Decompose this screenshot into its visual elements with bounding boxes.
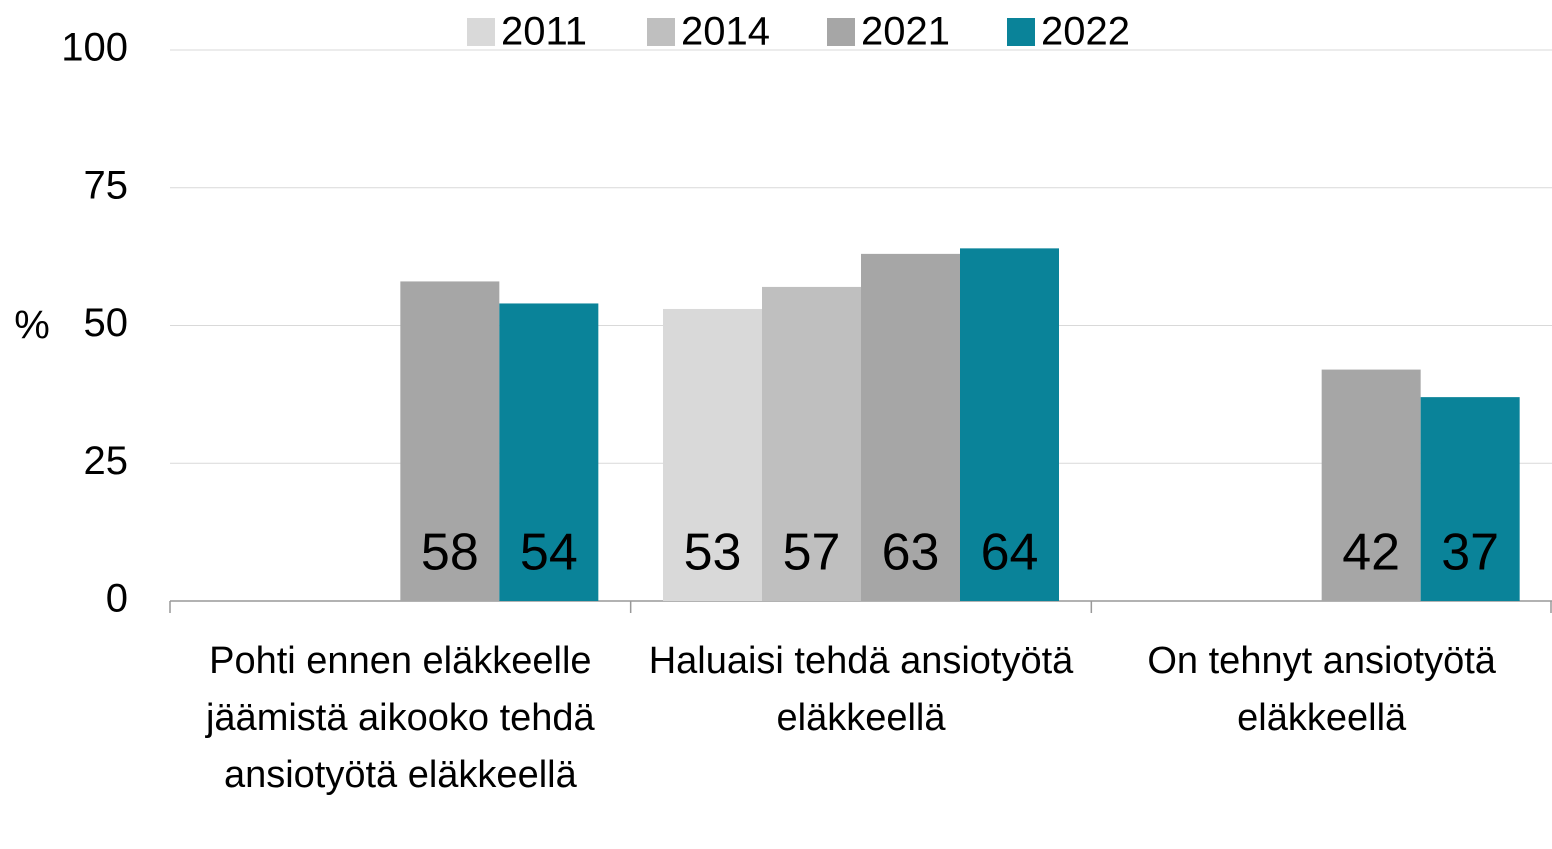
data-label: 42 (1342, 524, 1400, 582)
data-label: 37 (1441, 524, 1499, 582)
x-tick-label: Haluaisi tehdä ansiotyötä eläkkeellä (648, 640, 1074, 739)
y-tick-label: 25 (84, 439, 129, 483)
data-label: 57 (783, 524, 841, 582)
legend-label: 2011 (501, 10, 587, 54)
legend-swatch (647, 18, 675, 46)
bar (1321, 369, 1421, 601)
data-label: 63 (882, 524, 940, 582)
legend-label: 2014 (681, 10, 770, 54)
data-label: 64 (981, 524, 1039, 582)
y-tick-label: 0 (106, 577, 128, 621)
bar (861, 253, 960, 601)
legend-swatch (467, 18, 495, 46)
legend-swatch (1007, 18, 1035, 46)
y-tick-label: 50 (84, 301, 129, 345)
bar (1420, 397, 1520, 601)
y-axis-label: % (14, 304, 50, 348)
data-label: 53 (684, 524, 742, 582)
x-tick-label: On tehnyt ansiotyötä eläkkeellä (1147, 640, 1496, 739)
data-label: 54 (520, 524, 578, 582)
legend-swatch (827, 18, 855, 46)
bar (762, 286, 861, 601)
bar (400, 281, 500, 601)
x-tick-label: Pohti ennen eläkkeelle jäämistä aikooko … (205, 640, 595, 796)
bar (663, 308, 762, 601)
y-tick-label: 75 (84, 163, 129, 207)
data-label: 58 (421, 524, 479, 582)
y-tick-label: 100 (61, 26, 128, 70)
bar (499, 303, 599, 601)
legend-label: 2021 (861, 10, 950, 54)
legend-label: 2022 (1041, 10, 1130, 54)
bar (960, 248, 1059, 602)
